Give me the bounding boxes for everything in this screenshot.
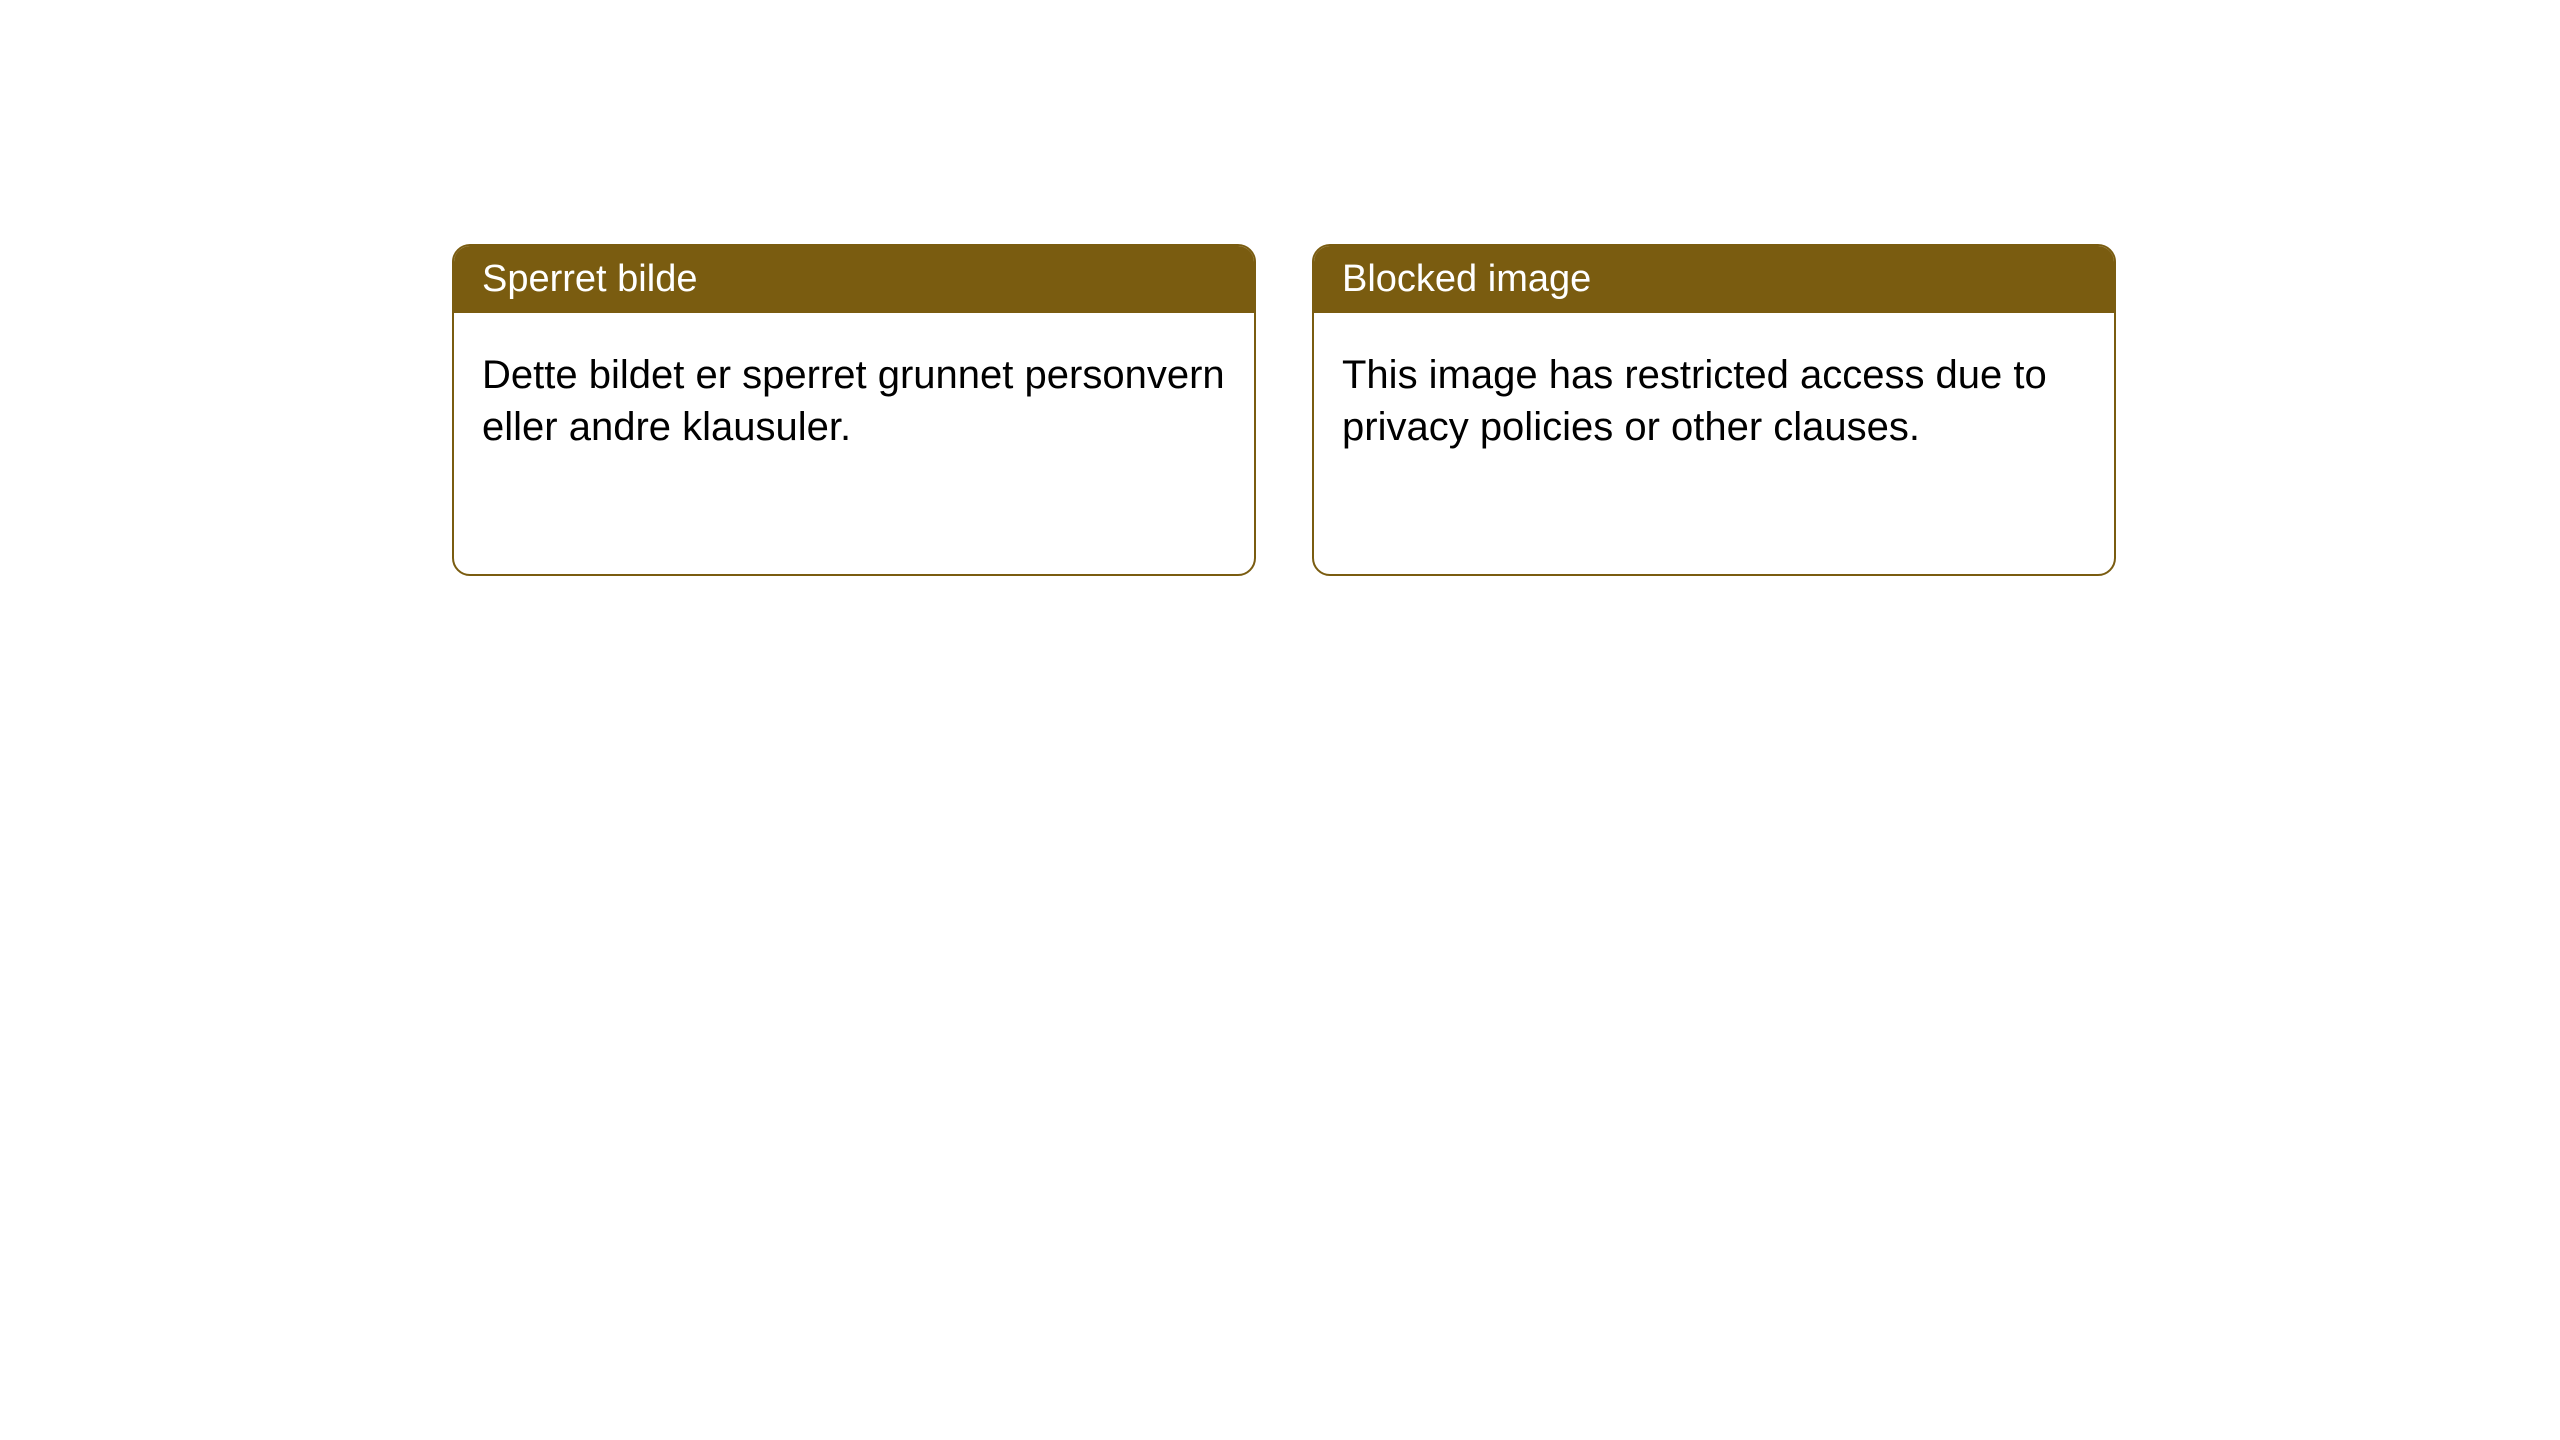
notice-card-norwegian: Sperret bilde Dette bildet er sperret gr… — [452, 244, 1256, 576]
notice-container: Sperret bilde Dette bildet er sperret gr… — [452, 244, 2116, 576]
notice-text: This image has restricted access due to … — [1342, 353, 2047, 449]
notice-body: Dette bildet er sperret grunnet personve… — [454, 313, 1254, 489]
notice-title: Blocked image — [1342, 258, 1591, 300]
notice-title: Sperret bilde — [482, 258, 697, 300]
notice-header: Blocked image — [1314, 246, 2114, 313]
notice-card-english: Blocked image This image has restricted … — [1312, 244, 2116, 576]
notice-header: Sperret bilde — [454, 246, 1254, 313]
notice-text: Dette bildet er sperret grunnet personve… — [482, 353, 1225, 449]
notice-body: This image has restricted access due to … — [1314, 313, 2114, 489]
